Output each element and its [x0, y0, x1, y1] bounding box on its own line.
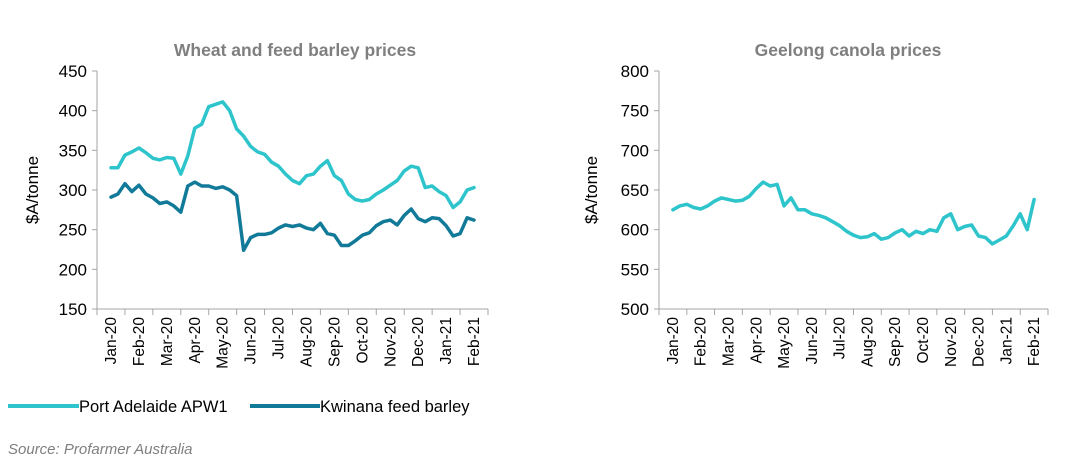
- chart2-x-tick-label: Dec-20: [971, 317, 988, 367]
- chart2-x-tick-label: Sep-20: [887, 317, 904, 367]
- chart2-x-tick-label: Feb-21: [1026, 317, 1043, 366]
- chart1-y-tick-label: 300: [59, 181, 87, 200]
- chart2-y-tick-label: 650: [621, 181, 649, 200]
- chart1-y-tick-label: 450: [59, 62, 87, 81]
- chart2-x-tick-label: Nov-20: [943, 317, 960, 367]
- chart1-x-tick-label: Jan-20: [103, 317, 120, 365]
- chart1-y-tick-label: 150: [59, 300, 87, 319]
- chart1-y-tick-label: 350: [59, 141, 87, 160]
- chart2-x-tick-label: Jun-20: [804, 317, 821, 365]
- chart2-y-tick-label: 500: [621, 300, 649, 319]
- chart1-legend-label-port-adelaide-apw1: Port Adelaide APW1: [79, 398, 228, 416]
- chart2-series-1-line: [671, 180, 1036, 246]
- chart1-x-tick-label: Dec-20: [410, 317, 427, 367]
- chart2-x-tick-label: Apr-20: [748, 317, 765, 364]
- chart2-y-tick-label: 800: [621, 62, 649, 81]
- chart1-x-tick-label: Oct-20: [354, 317, 371, 364]
- chart2-x-tick-label: Mar-20: [720, 317, 737, 366]
- chart2-x-tick-label: May-20: [776, 317, 793, 369]
- chart2-x-tick-label: Jul-20: [832, 317, 849, 360]
- chart2-x-tick-label: Jan-21: [998, 317, 1015, 364]
- chart2-y-tick-label: 750: [621, 102, 649, 121]
- chart2-y-tick-label: 700: [621, 141, 649, 160]
- chart2-title: Geelong canola prices: [755, 40, 942, 60]
- chart1-x-tick-label: Aug-20: [298, 317, 315, 367]
- chart1-legend-label-kwinana-feed-barley: Kwinana feed barley: [320, 398, 470, 416]
- chart2-x-tick-label: Jan-20: [665, 317, 682, 365]
- chart1-x-tick-label: Feb-21: [466, 317, 483, 366]
- chart1-y-tick-label: 400: [59, 102, 87, 121]
- chart1-x-tick-label: Apr-20: [187, 317, 204, 364]
- chart1-x-tick-label: Jul-20: [271, 317, 288, 360]
- chart1-x-tick-label: Jan-21: [438, 317, 455, 364]
- chart1-y-tick-label: 200: [59, 260, 87, 279]
- chart1-x-tick-label: Jun-20: [243, 317, 260, 365]
- chart1-x-tick-label: Nov-20: [382, 317, 399, 367]
- source-note: Source: Profarmer Australia: [8, 441, 193, 458]
- chart1-x-tick-label: Sep-20: [326, 317, 343, 367]
- chart2-y-axis-label: $A/tonne: [582, 156, 601, 224]
- chart1-x-tick-label: May-20: [215, 317, 232, 369]
- chart1-title: Wheat and feed barley prices: [174, 40, 416, 60]
- chart1-y-tick-label: 250: [59, 221, 87, 240]
- chart1-port-adelaide-apw1-line: [109, 100, 476, 210]
- chart1-x-tick-label: Feb-20: [131, 317, 148, 366]
- chart1-x-tick-label: Mar-20: [159, 317, 176, 366]
- chart2-x-tick-label: Feb-20: [693, 317, 710, 366]
- chart2-y-tick-label: 600: [621, 221, 649, 240]
- chart2-x-tick-label: Oct-20: [915, 317, 932, 364]
- chart2-x-tick-label: Aug-20: [859, 317, 876, 367]
- chart2-y-tick-label: 550: [621, 260, 649, 279]
- chart1-kwinana-feed-barley-line: [109, 180, 476, 253]
- chart1-y-axis-label: $A/tonne: [23, 156, 42, 224]
